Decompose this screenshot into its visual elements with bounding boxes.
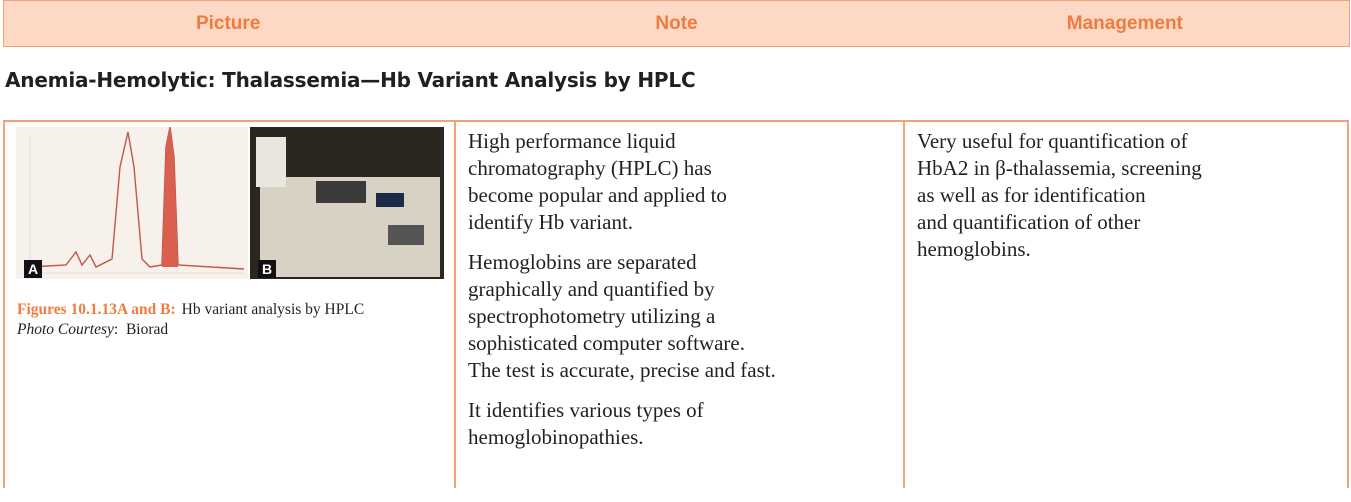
image-label: A: [24, 260, 42, 278]
text-line: graphically and quantified by: [468, 277, 715, 301]
column-header: Picture: [195, 13, 261, 34]
instrument-display: [376, 193, 404, 207]
management-paragraph: Very useful for quantification of HbA2 in…: [917, 128, 1202, 263]
text-line: spectrophotometry utilizing a: [468, 304, 716, 328]
text-line: and quantification of other: [917, 210, 1141, 234]
instrument-part: [256, 137, 286, 187]
text-line: identify Hb variant.: [468, 210, 634, 234]
text-line: become popular and applied to: [468, 183, 727, 207]
text-line: Hemoglobins are separated: [468, 250, 697, 274]
figure-images: [16, 127, 444, 279]
courtesy-label: Photo Courtesy: [17, 321, 114, 338]
text-line: sophisticated computer software.: [468, 331, 745, 355]
cell-border: [903, 120, 905, 488]
text-line: hemoglobinopathies.: [468, 425, 644, 449]
text-line: High performance liquid: [468, 129, 676, 153]
management-cell: Very useful for quantification of HbA2 in…: [917, 128, 1202, 276]
section-title: Anemia-Hemolytic: Thalassemia—Hb Variant…: [5, 68, 696, 92]
image-label: B: [258, 260, 276, 278]
chromatogram-peak: [162, 127, 178, 267]
text-line: Very useful for quantification of: [917, 129, 1188, 153]
caption-label: Figures 10.1.13A and B:: [17, 301, 176, 318]
courtesy-value: Biorad: [125, 321, 169, 338]
caption-text: Hb variant analysis by HPLC: [181, 301, 365, 318]
page: {"header": {"columns": ["Picture", "Note…: [3, 0, 1350, 488]
note-paragraph: It identifies various types of hemoglobin…: [468, 397, 776, 451]
chromatogram-trace: [29, 127, 245, 270]
text-line: The test is accurate, precise and fast.: [468, 358, 776, 382]
cell-border: [1347, 120, 1349, 488]
courtesy-sep: :: [113, 321, 126, 338]
text-line: hemoglobins.: [917, 237, 1031, 261]
cell-border: [3, 120, 5, 488]
chromatogram-grid: [29, 135, 244, 274]
note-paragraph: High performance liquid chromatography (H…: [468, 128, 776, 236]
table-border: [3, 120, 1348, 502]
note-paragraph: Hemoglobins are separated graphically and…: [468, 249, 776, 384]
instrument-screen: [316, 181, 366, 203]
cell-border: [454, 120, 456, 488]
text-line: chromatography (HPLC) has: [468, 156, 712, 180]
column-header: Note: [655, 13, 698, 34]
text-line: It identifies various types of: [468, 398, 704, 422]
column-header: Management: [1066, 13, 1183, 34]
figure-caption: Figures 10.1.13A and B: Hb variant analys…: [17, 300, 447, 340]
text-line: as well as for identification: [917, 183, 1146, 207]
text-line: HbA2 in β-thalassemia, screening: [917, 156, 1202, 180]
chromatogram-bg: [16, 127, 248, 279]
note-cell: High performance liquid chromatography (H…: [468, 128, 776, 464]
header-row: Picture Note Management: [3, 0, 1350, 47]
instrument-keypad: [388, 225, 424, 245]
